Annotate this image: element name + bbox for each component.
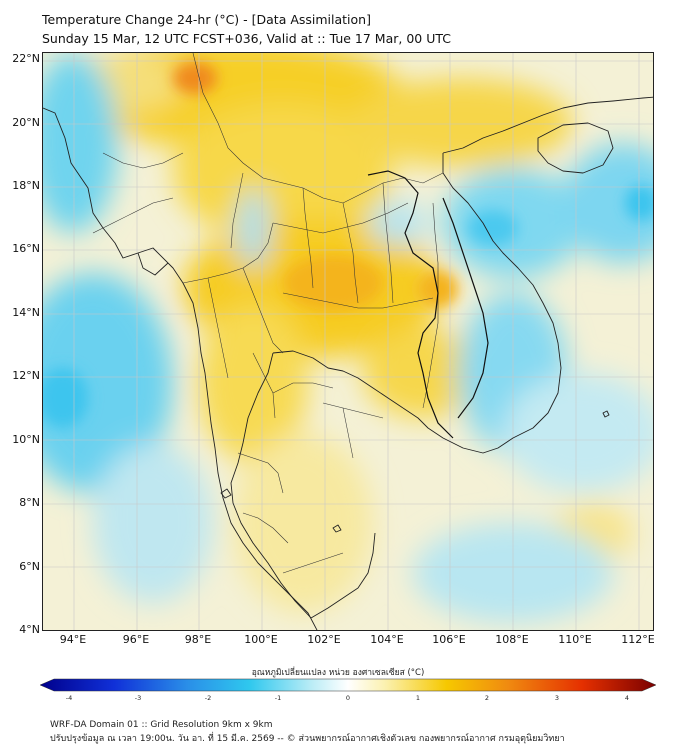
colorbar-tick-label: -3 <box>134 694 142 702</box>
colorbar <box>40 678 656 692</box>
lon-tick-label: 110°E <box>558 633 592 646</box>
lat-tick-label: 16°N <box>12 242 40 255</box>
lon-tick-label: 106°E <box>432 633 466 646</box>
lon-tick-label: 108°E <box>495 633 529 646</box>
lon-tick-label: 102°E <box>307 633 341 646</box>
colorbar-tick-label: 0 <box>345 694 351 702</box>
lat-tick-label: 4°N <box>19 623 40 636</box>
admin-borders <box>92 53 444 574</box>
map-title: Temperature Change 24-hr (°C) - [Data As… <box>42 12 371 27</box>
lat-tick-label: 22°N <box>12 52 40 65</box>
colorbar-tick-label: 1 <box>415 694 421 702</box>
credit-text: ปรับปรุงข้อมูล ณ เวลา 19:00น. วัน อา. ที… <box>50 734 565 744</box>
lat-tick-label: 18°N <box>12 179 40 192</box>
map-gridlines <box>43 53 653 630</box>
colorbar-tick-label: -4 <box>65 694 73 702</box>
lon-tick-label: 104°E <box>370 633 404 646</box>
lat-tick-label: 14°N <box>12 306 40 319</box>
map-panel <box>42 52 654 631</box>
colorbar-tick-label: 2 <box>484 694 490 702</box>
national-borders <box>367 170 489 439</box>
model-info-text: WRF-DA Domain 01 :: Grid Resolution 9km … <box>50 720 273 730</box>
lon-tick-label: 98°E <box>184 633 212 646</box>
lat-tick-label: 20°N <box>12 116 40 129</box>
lat-tick-label: 8°N <box>19 496 40 509</box>
coastlines <box>43 96 653 630</box>
colorbar-tick-label: -1 <box>274 694 282 702</box>
colorbar-tick-label: 4 <box>624 694 630 702</box>
colorbar-label: อุณหภูมิเปลี่ยนแปลง หน่วย องศาเซลเซียส (… <box>251 668 425 678</box>
lon-tick-label: 112°E <box>621 633 655 646</box>
lon-tick-label: 100°E <box>244 633 278 646</box>
colorbar-tick-label: 3 <box>554 694 560 702</box>
map-subtitle: Sunday 15 Mar, 12 UTC FCST+036, Valid at… <box>42 31 451 46</box>
lat-tick-label: 12°N <box>12 369 40 382</box>
lon-tick-label: 94°E <box>59 633 87 646</box>
field-blobs <box>43 53 653 623</box>
lon-tick-label: 96°E <box>122 633 150 646</box>
temperature-field-map <box>43 53 653 630</box>
lat-tick-label: 10°N <box>12 433 40 446</box>
lat-tick-label: 6°N <box>19 560 40 573</box>
colorbar-tick-label: -2 <box>204 694 212 702</box>
field-hotspots <box>43 62 653 428</box>
